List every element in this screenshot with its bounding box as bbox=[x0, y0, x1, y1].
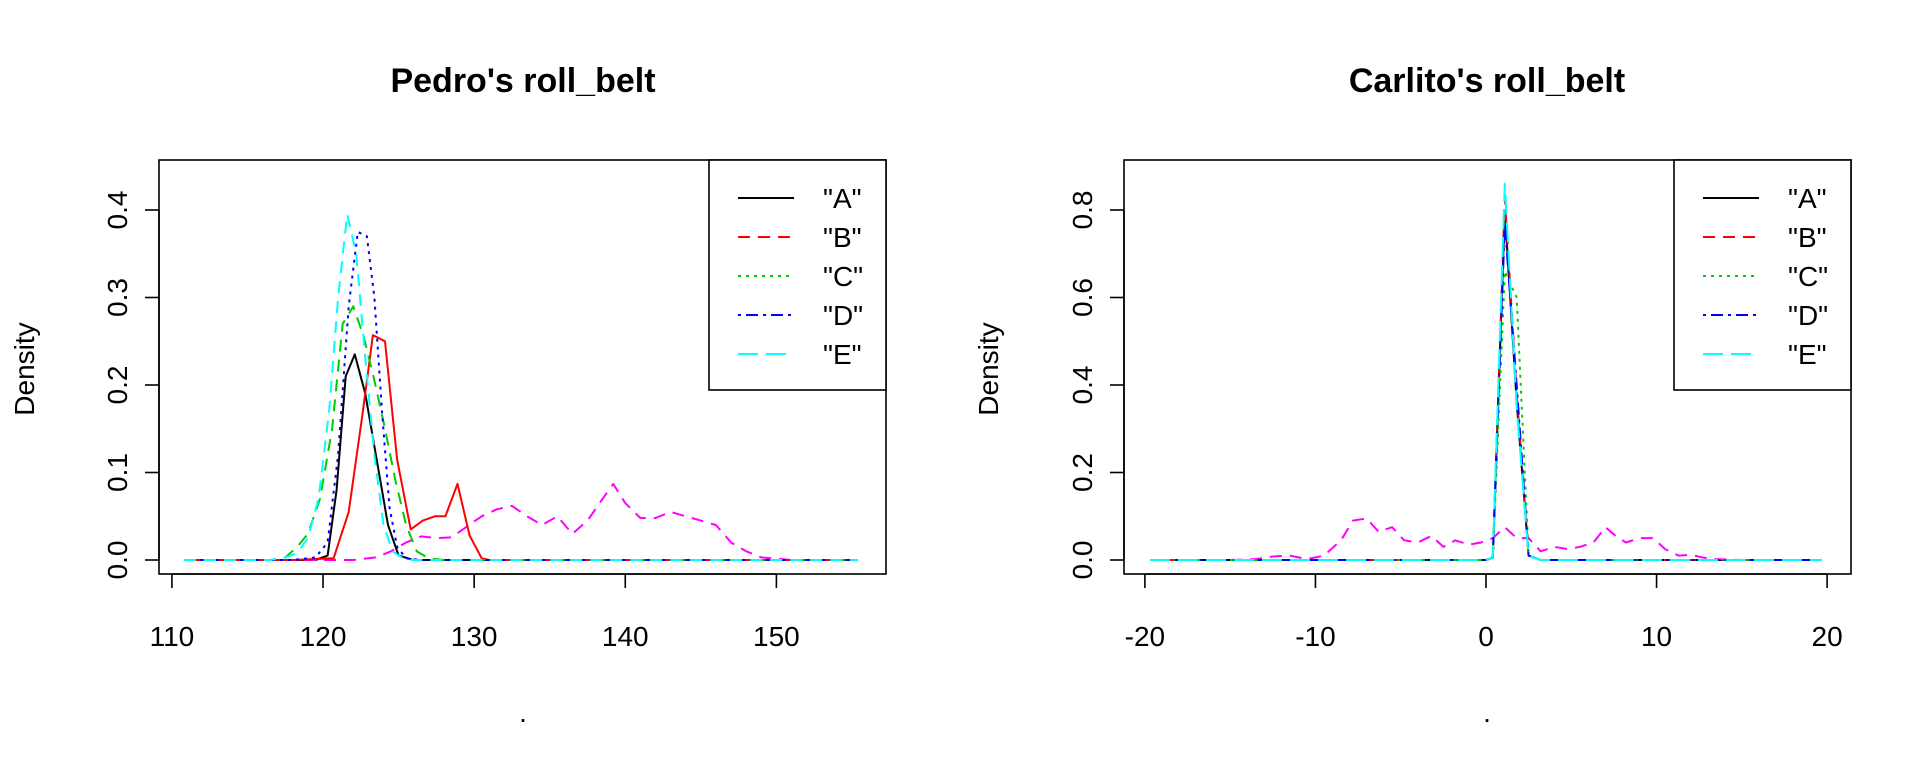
legend-label-right-c: "C" bbox=[1788, 261, 1828, 292]
chart-title-left: Pedro's roll_belt bbox=[390, 62, 655, 100]
y-tick-label: 0.4 bbox=[1067, 366, 1098, 405]
y-tick-label: 0.0 bbox=[1067, 541, 1098, 580]
series-line-left-e bbox=[184, 213, 858, 561]
legend-label-right-b: "B" bbox=[1788, 222, 1827, 253]
legend-label-left-d: "D" bbox=[823, 300, 863, 331]
legend-label-left-c: "C" bbox=[823, 261, 863, 292]
x-tick-label: -10 bbox=[1295, 621, 1335, 652]
axes-left: 110 120 130 140 150 0.0 0.1 0.2 0.3 0.4 bbox=[102, 191, 800, 652]
x-tick-label: 120 bbox=[300, 621, 347, 652]
y-tick-label: 0.2 bbox=[102, 366, 133, 405]
axes-right: -20 -10 0 10 20 0.0 0.2 0.4 0.6 0.8 bbox=[1067, 191, 1843, 652]
chart-panel-left: Pedro's roll_belt Density . 110 120 130 140… bbox=[9, 62, 887, 728]
series-line-left-b bbox=[184, 334, 858, 561]
x-tick-label: 150 bbox=[753, 621, 800, 652]
x-tick-label: 20 bbox=[1812, 621, 1843, 652]
series-line-right-extra-1-0 bbox=[1150, 517, 1822, 561]
legend-label-right-d: "D" bbox=[1788, 300, 1828, 331]
legend-label-left-a: "A" bbox=[823, 183, 862, 214]
series-line-right-e bbox=[1150, 182, 1822, 561]
x-axis-label-left: . bbox=[519, 697, 527, 728]
legend-right: "A" "B" "C" "D" "E" bbox=[1673, 159, 1852, 391]
x-tick-label: -20 bbox=[1125, 621, 1165, 652]
x-tick-label: 140 bbox=[602, 621, 649, 652]
legend-keys-right bbox=[1703, 197, 1759, 355]
legend-label-right-a: "A" bbox=[1788, 183, 1827, 214]
legend-label-right-e: "E" bbox=[1788, 339, 1827, 370]
y-tick-label: 0.2 bbox=[1067, 453, 1098, 492]
x-tick-label: 0 bbox=[1478, 621, 1494, 652]
chart-panel-right: Carlito's roll_belt Density . -20 -10 0 10 2… bbox=[973, 62, 1852, 728]
x-tick-label: 10 bbox=[1641, 621, 1672, 652]
x-axis-label-right: . bbox=[1483, 697, 1491, 728]
legend-label-left-b: "B" bbox=[823, 222, 862, 253]
x-tick-label: 110 bbox=[150, 621, 195, 652]
chart-title-right: Carlito's roll_belt bbox=[1349, 62, 1625, 100]
y-axis-label-right: Density bbox=[973, 322, 1004, 415]
x-tick-label: 130 bbox=[451, 621, 498, 652]
y-tick-label: 0.3 bbox=[102, 278, 133, 317]
y-tick-label: 0.8 bbox=[1067, 191, 1098, 230]
series-lines-right bbox=[1150, 182, 1822, 561]
y-tick-label: 0.0 bbox=[102, 541, 133, 580]
legend-label-left-e: "E" bbox=[823, 339, 862, 370]
legend-left: "A" "B" "C" "D" "E" bbox=[708, 159, 887, 391]
y-tick-label: 0.1 bbox=[102, 453, 133, 492]
y-tick-label: 0.6 bbox=[1067, 278, 1098, 317]
series-lines-left bbox=[184, 213, 858, 561]
legend-keys-left bbox=[738, 197, 794, 355]
series-line-left-extra-1-0 bbox=[184, 482, 858, 561]
y-axis-label-left: Density bbox=[9, 322, 40, 415]
y-tick-label: 0.4 bbox=[102, 191, 133, 230]
